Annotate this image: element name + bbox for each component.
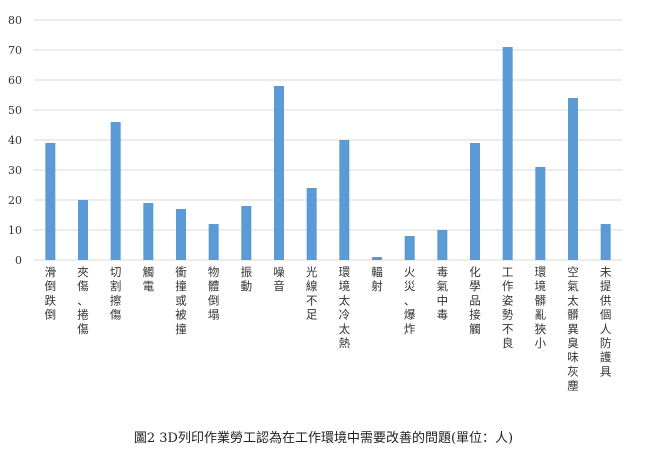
bars xyxy=(45,47,611,260)
x-category-label: 工作姿勢不良 xyxy=(502,265,514,350)
y-tick-label: 20 xyxy=(8,194,22,207)
bar-1 xyxy=(78,200,88,260)
x-category-label: 振動 xyxy=(241,265,253,293)
bar-11 xyxy=(404,236,415,260)
x-category-label: 物體倒塌 xyxy=(208,265,220,322)
y-tick-label: 60 xyxy=(8,74,22,87)
bar-17 xyxy=(600,224,611,260)
x-category-label: 夾傷、捲傷 xyxy=(77,265,89,336)
y-tick-label: 10 xyxy=(8,224,22,237)
bar-15 xyxy=(535,167,546,260)
x-category-label: 滑倒跌倒 xyxy=(45,265,57,322)
bar-8 xyxy=(306,188,317,260)
y-tick-label: 70 xyxy=(8,44,22,57)
x-category-label: 環境太冷太熱 xyxy=(339,265,351,350)
bar-10 xyxy=(372,257,382,260)
bar-12 xyxy=(437,230,448,260)
y-tick-label: 40 xyxy=(8,134,22,147)
figure-caption: 圖2 3D列印作業勞工認為在工作環境中需要改善的問題(單位：人) xyxy=(133,431,514,446)
y-axis-tick-labels: 0 10 20 30 40 50 60 70 80 xyxy=(8,14,22,267)
bar-13 xyxy=(470,143,480,260)
bar-0 xyxy=(45,143,56,260)
x-category-label: 噪音 xyxy=(273,265,285,293)
x-category-label: 衝撞或被撞 xyxy=(175,265,187,336)
bar-7 xyxy=(274,86,284,260)
bar-6 xyxy=(241,206,252,260)
x-category-label: 火災、爆炸 xyxy=(404,265,416,336)
bar-3 xyxy=(143,203,154,260)
bar-4 xyxy=(176,209,186,260)
y-tick-label: 80 xyxy=(8,14,22,27)
x-category-label: 環境髒亂狹小 xyxy=(535,265,547,350)
y-tick-label: 0 xyxy=(15,254,22,267)
y-tick-label: 30 xyxy=(8,164,22,177)
x-category-label: 未提供個人防護具 xyxy=(600,265,612,378)
x-category-label: 觸電 xyxy=(143,265,155,293)
x-category-label: 切割擦傷 xyxy=(110,265,122,322)
x-category-label: 空氣太髒異臭味灰塵 xyxy=(567,265,579,393)
grid-lines xyxy=(34,19,622,261)
x-category-label: 化學品接觸 xyxy=(469,265,481,336)
bar-9 xyxy=(339,140,350,260)
x-category-label: 光線不足 xyxy=(306,265,318,322)
x-category-label: 輻射 xyxy=(371,265,383,293)
bar-2 xyxy=(110,122,121,260)
bar-16 xyxy=(568,98,578,260)
y-tick-label: 50 xyxy=(8,104,22,117)
x-category-label: 毒氣中毒 xyxy=(437,265,449,322)
bar-5 xyxy=(208,224,219,260)
bar-14 xyxy=(502,47,513,260)
